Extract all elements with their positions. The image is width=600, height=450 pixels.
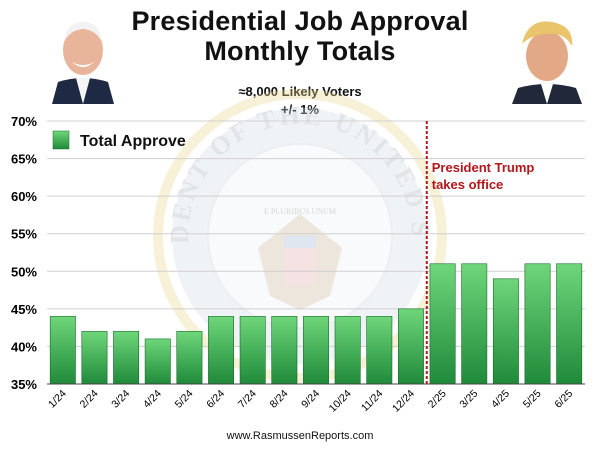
bar-series — [49, 263, 583, 385]
chart-title-line2: Monthly Totals — [204, 36, 396, 66]
annotation-line1: President Trump — [432, 160, 535, 175]
bar-1-24 — [49, 316, 76, 385]
x-tick-label: 8/24 — [268, 388, 291, 411]
x-tick-label: 2/25 — [426, 388, 449, 411]
legend: Total Approve — [52, 130, 186, 150]
bar-3-25 — [461, 263, 488, 385]
x-tick-label: 10/24 — [327, 388, 354, 415]
x-tick-label: 9/24 — [299, 388, 322, 411]
bar-6-24 — [208, 316, 235, 385]
legend-label: Total Approve — [80, 133, 186, 150]
y-tick-label: 70% — [11, 114, 37, 129]
y-axis-tick-labels: 35% 40% 45% 50% 55% 60% 65% 70% — [11, 114, 37, 392]
bar-7-24 — [239, 316, 266, 385]
bar-8-24 — [271, 316, 298, 385]
y-tick-label: 40% — [11, 339, 37, 354]
bar-12-24 — [397, 308, 424, 385]
left-portrait-photo — [52, 12, 114, 104]
x-tick-label: 3/25 — [457, 388, 480, 411]
x-tick-label: 5/25 — [521, 388, 544, 411]
x-tick-label: 12/24 — [390, 388, 417, 415]
legend-swatch — [52, 130, 70, 150]
right-portrait-photo — [512, 12, 582, 104]
x-tick-label: 2/24 — [78, 388, 101, 411]
x-tick-label: 1/24 — [46, 388, 69, 411]
source-footer: www.RasmussenReports.com — [226, 430, 374, 442]
y-tick-label: 45% — [11, 302, 37, 317]
x-tick-label: 6/25 — [552, 388, 575, 411]
seal-motto: E PLURIBUS UNUM — [264, 207, 336, 216]
sample-size-note: ≈8,000 Likely Voters — [238, 84, 362, 99]
bar-6-25 — [556, 263, 583, 385]
margin-of-error-note: +/- 1% — [0, 102, 600, 117]
x-tick-label: 4/24 — [141, 388, 164, 411]
bar-11-24 — [366, 316, 393, 385]
bar-3-24 — [113, 331, 140, 385]
x-axis-tick-labels: 1/24 2/24 3/24 4/24 5/24 6/24 7/24 8/24 9/24 10/2… — [46, 388, 575, 415]
x-tick-label: 4/25 — [489, 388, 512, 411]
y-tick-label: 50% — [11, 264, 37, 279]
bar-10-24 — [334, 316, 361, 385]
bar-5-25 — [524, 263, 551, 385]
bar-4-25 — [492, 278, 519, 385]
bar-5-24 — [176, 331, 203, 385]
chart-title: Presidential Job Approval Monthly Totals — [0, 6, 600, 66]
bar-9-24 — [303, 316, 329, 385]
x-tick-label: 11/24 — [359, 388, 386, 415]
bar-4-24 — [144, 338, 171, 385]
bar-2-24 — [81, 331, 108, 385]
chart-title-line1: Presidential Job Approval — [131, 6, 469, 36]
y-tick-label: 60% — [11, 189, 37, 204]
x-tick-label: 5/24 — [173, 388, 196, 411]
x-tick-label: 6/24 — [204, 388, 227, 411]
annotation-line2: takes office — [432, 177, 504, 192]
bar-2-25 — [429, 263, 456, 385]
x-tick-label: 7/24 — [236, 388, 259, 411]
y-tick-label: 65% — [11, 152, 37, 167]
y-tick-label: 35% — [11, 377, 37, 392]
x-tick-label: 3/24 — [109, 388, 132, 411]
y-tick-label: 55% — [11, 227, 37, 242]
